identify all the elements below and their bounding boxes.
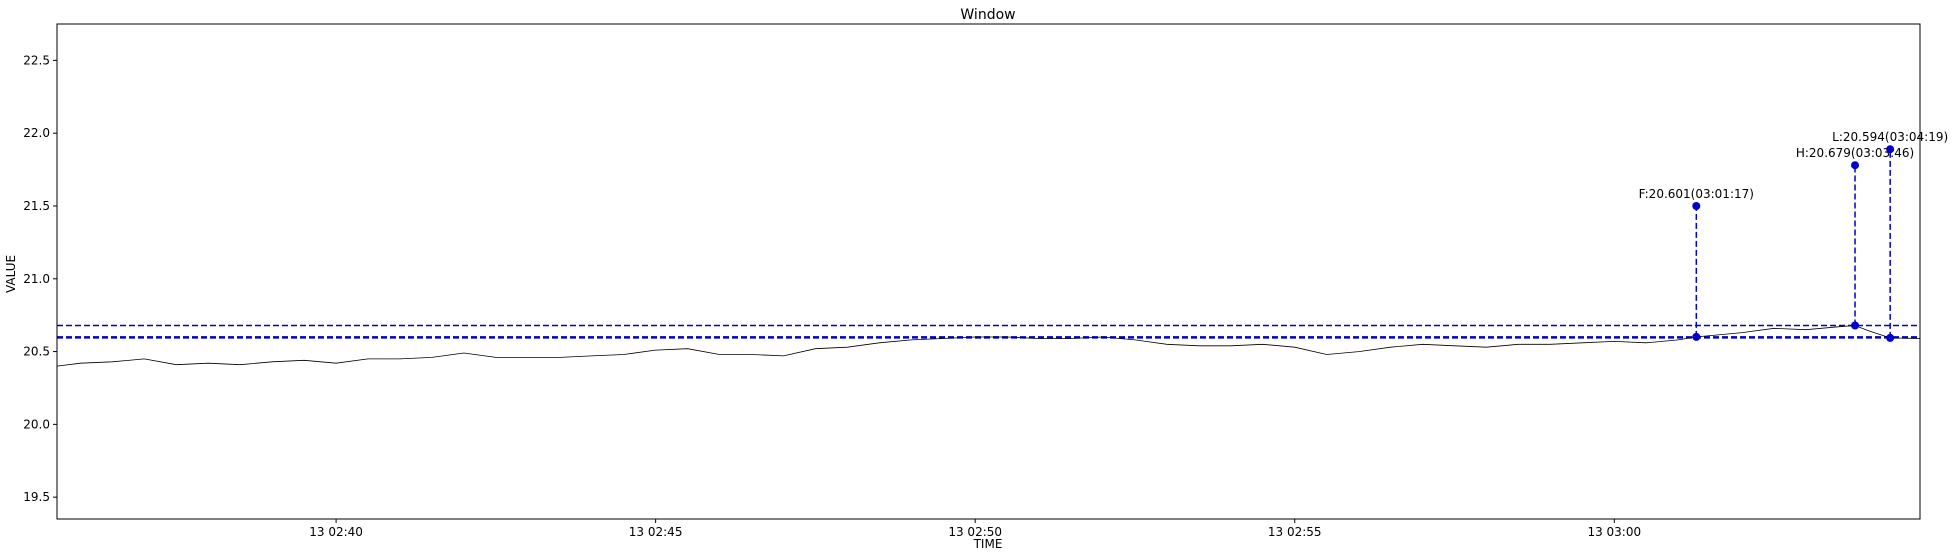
x-tick-label: 13 02:50 xyxy=(948,525,1002,539)
x-axis-label: TIME xyxy=(973,537,1003,551)
marker-label: H:20.679(03:03:46) xyxy=(1796,146,1914,160)
marker-point xyxy=(1851,321,1860,330)
x-axis: 13 02:40 13 02:45 13 02:50 13 02:55 13 03:00 xyxy=(309,519,1641,539)
y-axis: 19.5 20.0 20.5 21.0 21.5 22.0 22.5 xyxy=(23,53,57,504)
y-tick-label: 21.0 xyxy=(23,272,50,286)
series-line xyxy=(56,325,1921,367)
y-tick-label: 22.5 xyxy=(23,53,50,67)
marker-label: L:20.594(03:04:19) xyxy=(1832,130,1948,144)
x-tick-label: 13 03:00 xyxy=(1587,525,1641,539)
marker-label: F:20.601(03:01:17) xyxy=(1639,187,1754,201)
marker-top-point xyxy=(1851,161,1860,170)
x-tick-label: 13 02:55 xyxy=(1268,525,1322,539)
y-tick-label: 21.5 xyxy=(23,199,50,213)
marker-top-point xyxy=(1692,201,1701,210)
marker-point xyxy=(1886,333,1895,342)
y-axis-label: VALUE xyxy=(4,255,18,293)
y-tick-label: 22.0 xyxy=(23,126,50,140)
marker-top-point xyxy=(1886,145,1895,154)
y-tick-label: 19.5 xyxy=(23,490,50,504)
y-tick-label: 20.5 xyxy=(23,345,50,359)
y-tick-label: 20.0 xyxy=(23,417,50,431)
x-tick-label: 13 02:40 xyxy=(309,525,363,539)
plot-frame xyxy=(56,23,1921,520)
x-tick-label: 13 02:45 xyxy=(629,525,683,539)
plot-area: F:20.601(03:01:17) H:20.679(03:03:46) L:20… xyxy=(56,130,1948,367)
marker-point xyxy=(1692,332,1701,341)
chart-title: Window xyxy=(960,7,1015,23)
